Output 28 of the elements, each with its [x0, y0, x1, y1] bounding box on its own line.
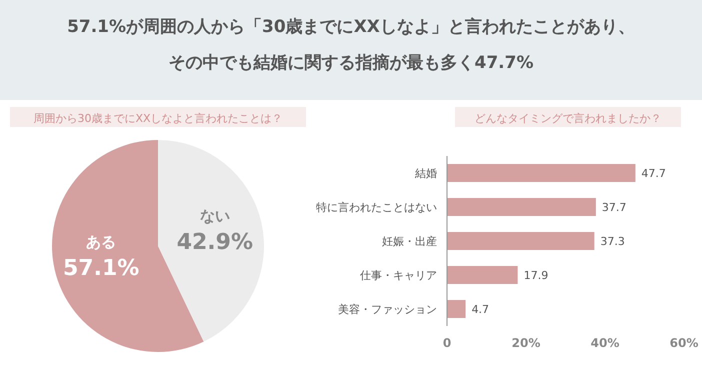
y-tick-label: 結婚 — [414, 167, 437, 180]
data-label: 47.7 — [641, 167, 666, 180]
x-tick-label: 60% — [670, 336, 698, 350]
y-tick-label: 仕事・キャリア — [360, 269, 437, 282]
text: その中でも結婚に関する指摘が最も多く47.7% — [168, 53, 534, 73]
data-label: 37.7 — [602, 201, 626, 214]
pie-slice — [158, 140, 264, 342]
slice-label: ない — [200, 207, 230, 226]
data-label: 4.7 — [472, 303, 490, 316]
data-label: 57.1% — [62, 256, 140, 281]
slice-label: ある — [86, 232, 116, 251]
y-tick-label: 妊娠・出産 — [382, 235, 437, 248]
x-tick-label: 0 — [442, 336, 452, 350]
data-label: 17.9 — [524, 269, 548, 282]
bar — [447, 266, 518, 284]
bar — [447, 164, 636, 182]
x-tick-label: 20% — [512, 336, 540, 350]
y-tick-label: 特に言われたことはない — [316, 201, 437, 214]
chart-title: 周囲から30歳までにXXしなよと言われたことは？ — [33, 112, 283, 125]
y-tick-label: 美容・ファッション — [338, 303, 437, 316]
text: 57.1%が周囲の人から「30歳までにXXしなよ」と言われたことがあり、 — [67, 17, 635, 37]
bar — [447, 232, 594, 250]
data-label: 37.3 — [600, 235, 625, 248]
bar — [447, 300, 466, 318]
chart-title: どんなタイミングで言われましたか？ — [474, 112, 662, 125]
bar — [447, 198, 596, 216]
data-label: 42.9% — [176, 230, 254, 256]
x-tick-label: 40% — [590, 336, 620, 350]
